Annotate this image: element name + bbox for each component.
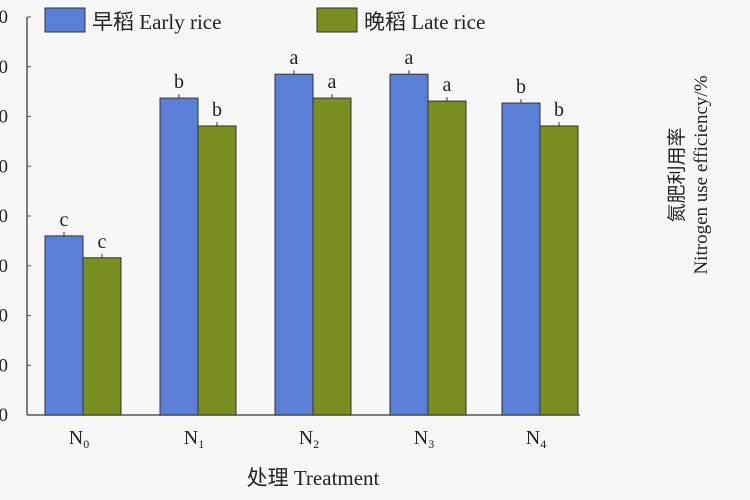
x-tick-label: N4: [526, 427, 546, 451]
significance-letter: b: [554, 99, 564, 121]
significance-letter: c: [98, 231, 107, 253]
y-tick-label: 0: [0, 355, 8, 376]
bar-N3-early: [389, 73, 429, 416]
y-tick-label: 0: [0, 57, 8, 78]
significance-letter: b: [516, 76, 526, 98]
y-label-en: Nitrogen use efficiency/%: [691, 75, 712, 275]
y-tick-label: 0: [0, 206, 8, 227]
y-tick-label: 0: [0, 306, 8, 327]
bar-N2-early: [274, 73, 314, 416]
legend-swatch-1: [316, 7, 358, 33]
significance-letter: c: [60, 209, 69, 231]
bar-N2-late: [312, 97, 352, 416]
significance-letter: b: [212, 99, 222, 121]
x-tick-label: N0: [69, 427, 89, 451]
y-tick-label: 0: [0, 405, 8, 426]
bar-N1-early: [159, 97, 199, 416]
significance-letter: a: [443, 74, 452, 96]
y-tick-label: 0: [0, 107, 8, 128]
legend-label-1: 晚稻 Late rice: [364, 10, 485, 34]
bar-N4-early: [501, 102, 541, 416]
x-tick-label: N1: [184, 427, 204, 451]
significance-letter: a: [290, 47, 299, 69]
significance-letter: b: [174, 71, 184, 93]
bar-N0-early: [44, 235, 84, 416]
y-tick-label: 0: [0, 7, 8, 28]
bar-N4-late: [539, 125, 579, 416]
bar-N0-late: [82, 257, 122, 416]
x-axis-label: 处理 Treatment: [247, 466, 380, 490]
x-tick-label: N3: [414, 427, 434, 451]
legend-swatch-0: [44, 7, 86, 33]
y-tick-label: 0: [0, 256, 8, 277]
significance-letter: a: [328, 71, 337, 93]
y-label-cn: 氮肥利用率: [667, 127, 688, 223]
bar-N3-late: [427, 100, 467, 416]
legend-label-0: 早稻 Early rice: [92, 10, 221, 34]
y-tick-label: 0: [0, 156, 8, 177]
right-panel-y-axis-label: 氮肥利用率 Nitrogen use efficiency/%: [666, 75, 714, 274]
significance-letter: a: [405, 47, 414, 69]
x-tick-label: N2: [299, 427, 319, 451]
bar-N1-late: [197, 125, 237, 416]
